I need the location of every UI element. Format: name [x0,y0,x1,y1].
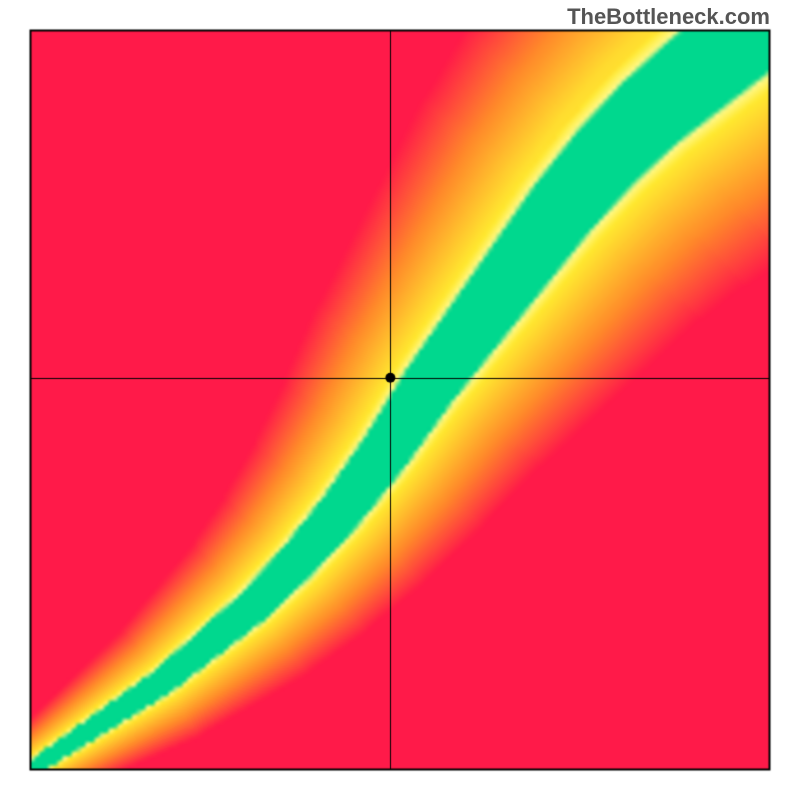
chart-container: TheBottleneck.com [0,0,800,800]
bottleneck-heatmap [0,0,800,800]
watermark-text: TheBottleneck.com [567,4,770,30]
